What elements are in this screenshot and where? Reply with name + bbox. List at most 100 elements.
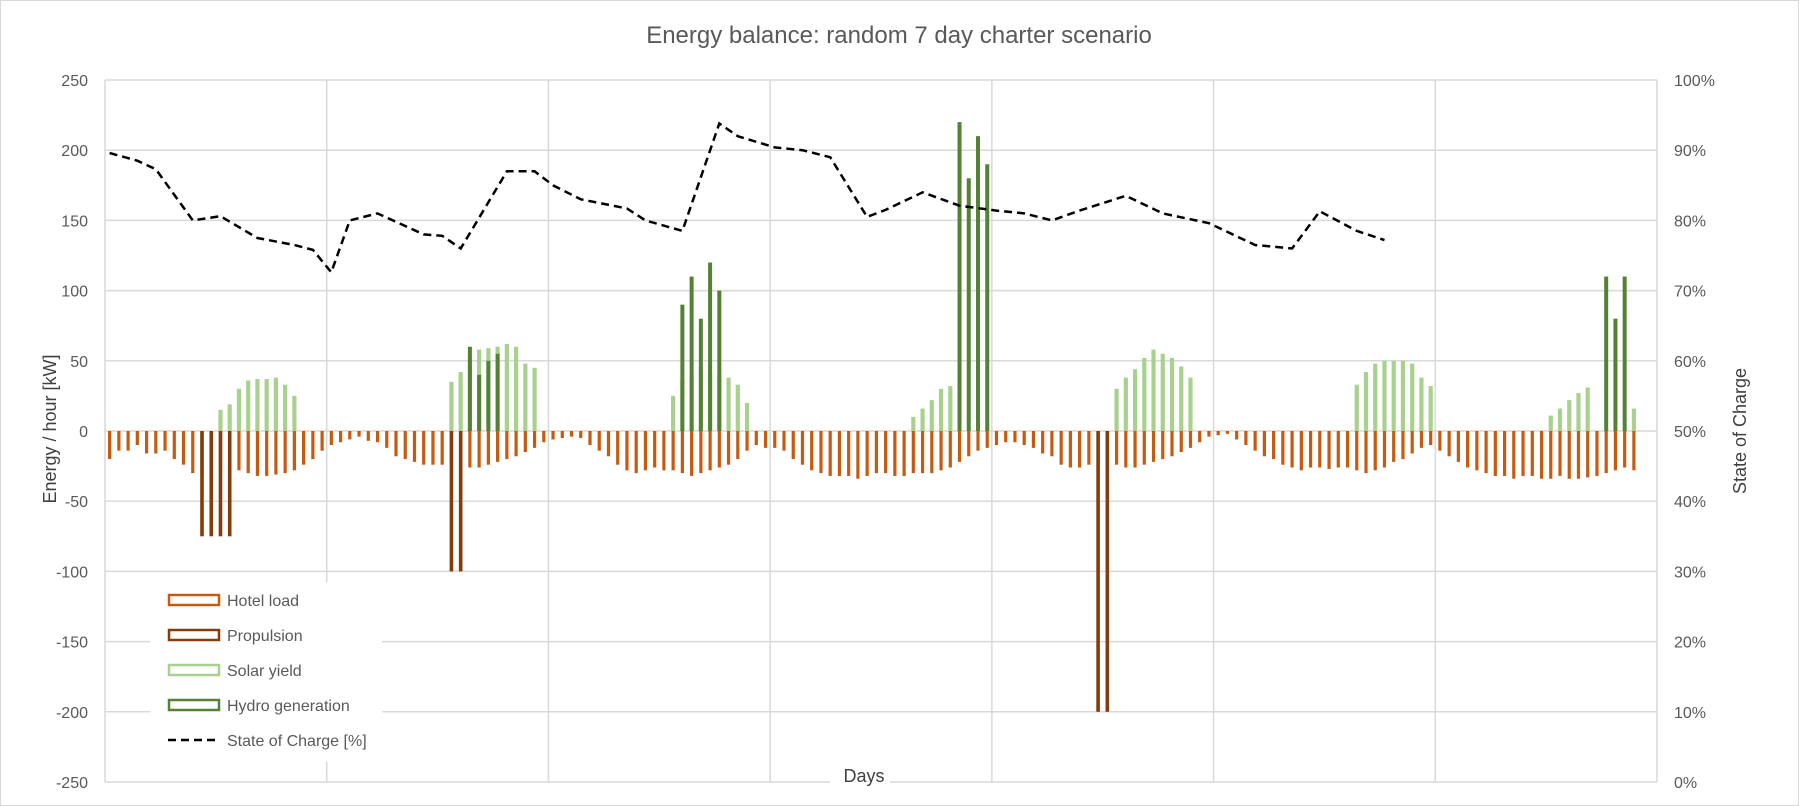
hotel-load-bar	[375, 431, 380, 443]
hotel-load-bar	[1068, 431, 1072, 468]
solar-yield-bar	[744, 402, 750, 431]
hotel-load-bar	[1429, 431, 1433, 446]
hotel-load-bar	[957, 431, 962, 462]
solar-yield-bar	[1132, 369, 1138, 431]
hotel-load-bar	[1253, 431, 1257, 451]
y-tick-label: 100	[61, 284, 88, 301]
hotel-load-bar	[671, 431, 675, 471]
legend-swatch-propulsion	[167, 628, 221, 642]
solar-yield-bar	[1410, 363, 1415, 431]
hotel-load-bar	[514, 431, 518, 457]
y2-tick-label: 90%	[1674, 143, 1706, 160]
hotel-load-bar	[893, 431, 897, 476]
hotel-load-bar	[1576, 431, 1581, 479]
solar-yield-bar	[283, 384, 288, 431]
hotel-load-bar	[144, 431, 149, 454]
hydro-generation-bar	[495, 353, 500, 431]
solar-yield-bar	[1169, 357, 1175, 431]
solar-yield-bar	[1142, 357, 1147, 431]
solar-yield-bar	[929, 400, 934, 431]
hotel-load-bar	[1050, 431, 1054, 457]
hotel-load-bar	[1438, 431, 1442, 451]
solar-yield-bar	[1179, 366, 1184, 431]
hydro-generation-bar	[1604, 276, 1609, 431]
hotel-load-bar	[1013, 431, 1017, 443]
hotel-load-bar	[320, 431, 324, 451]
hotel-load-bar	[616, 431, 620, 465]
y-tick-label: -200	[56, 705, 88, 722]
hotel-load-bar	[1151, 431, 1156, 462]
solar-yield-bar	[1123, 377, 1128, 431]
solar-yield-bar	[726, 377, 731, 431]
y2-tick-label: 100%	[1674, 73, 1715, 90]
hotel-load-bar	[496, 431, 500, 462]
hotel-load-bar	[1373, 431, 1377, 471]
y-tick-label: 150	[61, 213, 88, 230]
hotel-load-bar	[440, 431, 444, 465]
hotel-load-bar	[1188, 431, 1193, 448]
hotel-load-bar	[126, 431, 130, 451]
hotel-load-bar	[967, 431, 971, 457]
solar-yield-bar	[938, 388, 944, 431]
hotel-load-bar	[865, 431, 869, 476]
solar-yield-bar	[458, 372, 463, 431]
hotel-load-bar	[1539, 431, 1544, 479]
hotel-load-bar	[431, 431, 435, 465]
y2-axis-title: State of Charge	[1730, 368, 1750, 494]
hotel-load-bar	[1308, 431, 1313, 468]
hotel-load-bar	[551, 431, 555, 440]
hotel-load-bar	[856, 431, 860, 479]
solar-yield-bar	[1631, 408, 1636, 431]
solar-yield-bar	[227, 404, 232, 431]
hotel-load-bar	[163, 431, 167, 451]
solar-yield-bar	[920, 408, 925, 431]
hotel-load-bar	[1059, 431, 1063, 465]
hotel-load-bar	[486, 431, 490, 465]
solar-yield-bar	[273, 377, 278, 431]
hotel-load-bar	[1142, 431, 1146, 465]
solar-yield-bar	[1151, 349, 1156, 431]
hotel-load-bar	[348, 431, 352, 440]
hotel-load-bar	[920, 431, 925, 474]
hotel-load-bar	[1216, 431, 1220, 436]
hydro-generation-bar	[708, 262, 713, 431]
legend-label-hydro-generation: Hydro generation	[227, 698, 350, 715]
hotel-load-bar	[1299, 431, 1303, 471]
hotel-load-bar	[1207, 431, 1211, 437]
solar-yield-bar	[1567, 400, 1572, 431]
solar-yield-bar	[255, 379, 260, 431]
solar-yield-bar	[1548, 415, 1553, 431]
hotel-load-bar	[976, 431, 980, 451]
hotel-load-bar	[1244, 431, 1248, 446]
hydro-generation-bar	[486, 360, 491, 431]
hydro-generation-bar	[689, 276, 694, 431]
hydro-generation-bar	[698, 318, 703, 431]
y2-axis-ticks: 100% 90% 80% 70% 60% 50% 40% 30% 20% 10% 0%	[1674, 73, 1715, 792]
y-tick-label: -250	[56, 775, 88, 792]
y-axis-title: Energy / hour [kW]	[40, 354, 60, 503]
hotel-load-bar	[1549, 431, 1553, 479]
solar-yield-bar	[948, 386, 953, 431]
legend-swatch-hotel-load	[167, 593, 221, 607]
hotel-load-bar	[699, 431, 703, 474]
hydro-generation-bar	[957, 122, 962, 432]
hotel-load-bar	[422, 431, 426, 465]
x-axis-title: Days	[843, 766, 884, 786]
solar-yield-bar	[449, 381, 454, 431]
hotel-load-bar	[1041, 431, 1045, 454]
hotel-load-bar	[1004, 431, 1008, 443]
propulsion-bar	[200, 431, 204, 537]
hotel-load-bar	[1512, 431, 1516, 479]
hotel-load-bar	[1401, 431, 1405, 460]
hotel-load-bar	[1327, 431, 1331, 469]
solar-yield-bar	[1354, 384, 1359, 431]
legend-label-hotel-load: Hotel load	[227, 593, 299, 610]
legend-swatch-solar-yield	[167, 663, 221, 677]
propulsion-bar	[458, 431, 463, 572]
hotel-load-bar	[1419, 431, 1424, 448]
hotel-load-bar	[1521, 431, 1525, 476]
hotel-load-bar	[1078, 431, 1082, 468]
hotel-load-bar	[653, 431, 657, 468]
hotel-load-bar	[1345, 431, 1350, 468]
propulsion-bar	[449, 431, 454, 572]
